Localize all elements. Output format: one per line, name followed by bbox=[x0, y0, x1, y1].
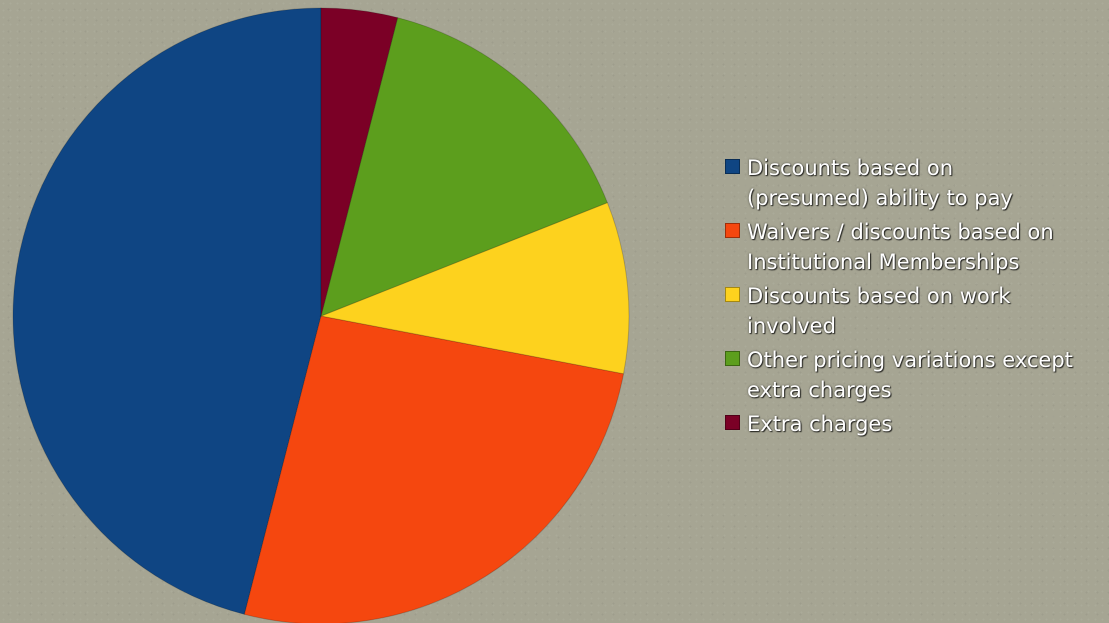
legend-label: Discounts based on (presumed) ability to… bbox=[747, 156, 1013, 210]
legend-item: Waivers / discounts based on Institution… bbox=[725, 217, 1109, 277]
legend-swatch bbox=[725, 415, 740, 430]
legend-item: Discounts based on work involved bbox=[725, 281, 1109, 341]
legend-label: Discounts based on work involved bbox=[747, 284, 1011, 338]
legend-swatch bbox=[725, 223, 740, 238]
chart-legend: Discounts based on (presumed) ability to… bbox=[725, 153, 1109, 443]
legend-label: Other pricing variations except extra ch… bbox=[747, 348, 1073, 402]
legend-swatch bbox=[725, 159, 740, 174]
pie-slice-3 bbox=[319, 201, 630, 375]
pie-slice-4 bbox=[320, 17, 609, 317]
legend-swatch bbox=[725, 351, 740, 366]
legend-swatch bbox=[725, 287, 740, 302]
pie-slice-1 bbox=[12, 7, 322, 615]
legend-item: Other pricing variations except extra ch… bbox=[725, 345, 1109, 405]
legend-item: Extra charges bbox=[725, 409, 1109, 439]
pie-slice-5 bbox=[320, 7, 399, 317]
legend-label: Waivers / discounts based on Institution… bbox=[747, 220, 1054, 274]
legend-item: Discounts based on (presumed) ability to… bbox=[725, 153, 1109, 213]
pie-slice-2 bbox=[243, 315, 625, 623]
legend-label: Extra charges bbox=[747, 412, 893, 436]
